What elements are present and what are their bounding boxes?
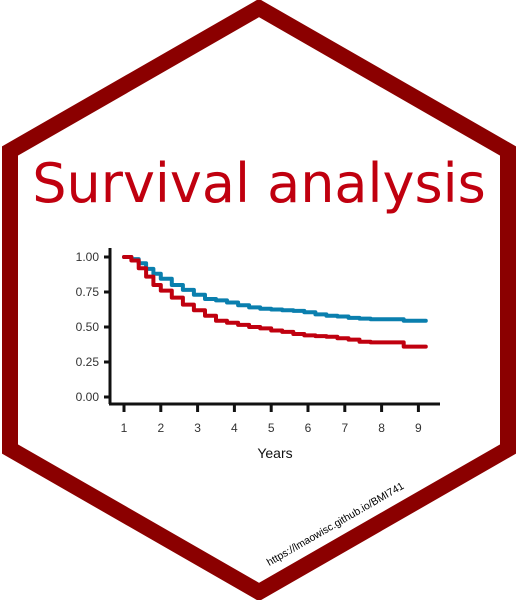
x-tick-label: 7 xyxy=(341,421,348,435)
x-tick-label: 8 xyxy=(378,421,385,435)
x-tick-label: 2 xyxy=(157,421,164,435)
x-tick-label: 5 xyxy=(268,421,275,435)
y-tick-label: 0.00 xyxy=(76,390,100,404)
x-axis-label: Years xyxy=(257,445,292,461)
y-tick-label: 0.75 xyxy=(76,285,100,299)
x-tick-label: 1 xyxy=(121,421,128,435)
x-tick-label: 9 xyxy=(415,421,422,435)
x-tick-label: 3 xyxy=(194,421,201,435)
x-tick-label: 6 xyxy=(305,421,312,435)
sticker-title: Survival analysis xyxy=(32,152,486,215)
y-tick-label: 0.50 xyxy=(76,320,100,334)
y-tick-label: 1.00 xyxy=(76,250,100,264)
y-tick-label: 0.25 xyxy=(76,355,100,369)
survival-curve-2 xyxy=(122,255,428,349)
survival-curve-1 xyxy=(122,255,428,323)
survival-chart: 0.00 0.25 0.50 0.75 1.00 1 2 3 4 5 6 7 8 9 Years xyxy=(76,248,440,461)
x-tick-label: 4 xyxy=(231,421,238,435)
